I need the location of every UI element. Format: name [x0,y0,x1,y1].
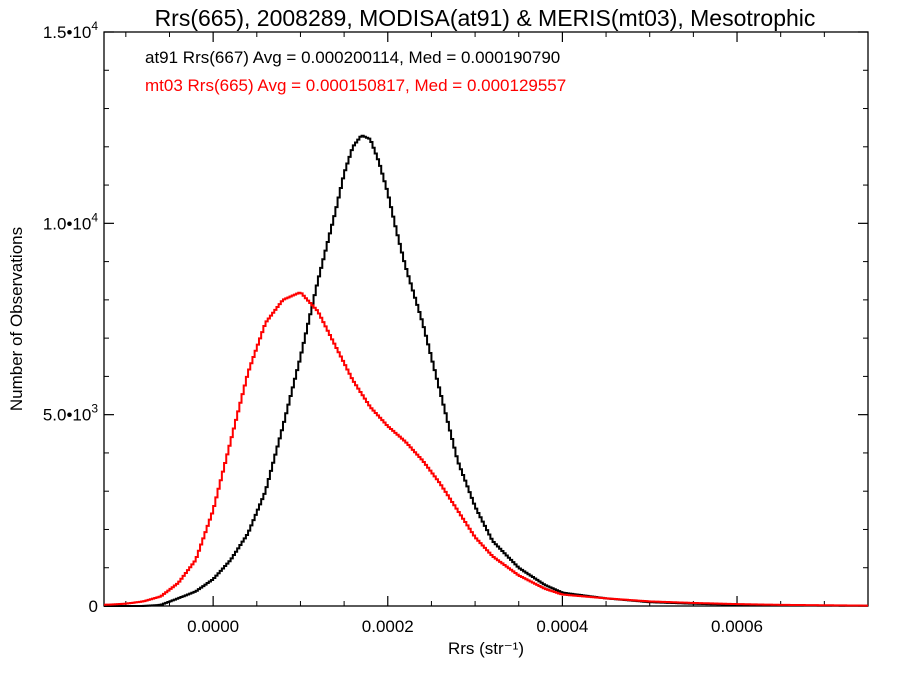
annotation-mt03: mt03 Rrs(665) Avg = 0.000150817, Med = 0… [145,76,566,95]
x-axis-label: Rrs (str⁻¹) [448,639,524,658]
annotation-at91: at91 Rrs(667) Avg = 0.000200114, Med = 0… [145,48,560,67]
x-tick-label: 0.0004 [536,617,588,636]
y-tick-label: 1.0•104 [43,210,99,233]
plot-frame [103,31,869,607]
x-tick-label: 0.0006 [711,617,763,636]
series-line-mt03 [104,291,868,607]
y-axis-label: Number of Observations [7,227,26,411]
series-line-at91 [104,134,868,607]
x-tick-label: 0.0002 [362,617,414,636]
axis-ticks [104,31,869,607]
y-tick-label: 1.5•104 [43,19,99,42]
y-tick-label: 5.0•103 [43,402,99,425]
data-series [104,134,868,607]
y-tick-labels: 0 5.0•103 1.0•104 1.5•104 [43,19,99,616]
x-tick-labels: 0.0000 0.0002 0.0004 0.0006 [187,617,763,636]
x-tick-label: 0.0000 [187,617,239,636]
y-tick-label: 0 [89,597,98,616]
chart-title: Rrs(665), 2008289, MODISA(at91) & MERIS(… [155,5,816,31]
